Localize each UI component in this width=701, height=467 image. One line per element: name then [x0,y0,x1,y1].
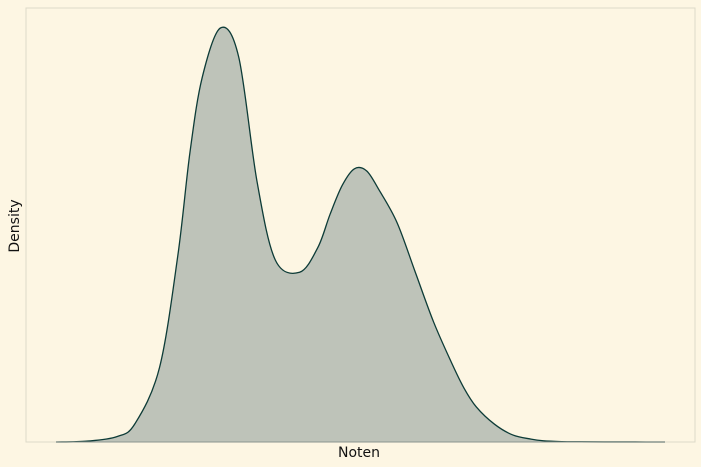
density-curve [55,26,666,443]
y-axis-label: Density [7,199,23,252]
x-axis-label: Noten [338,445,380,461]
density-area-fill [56,27,665,442]
